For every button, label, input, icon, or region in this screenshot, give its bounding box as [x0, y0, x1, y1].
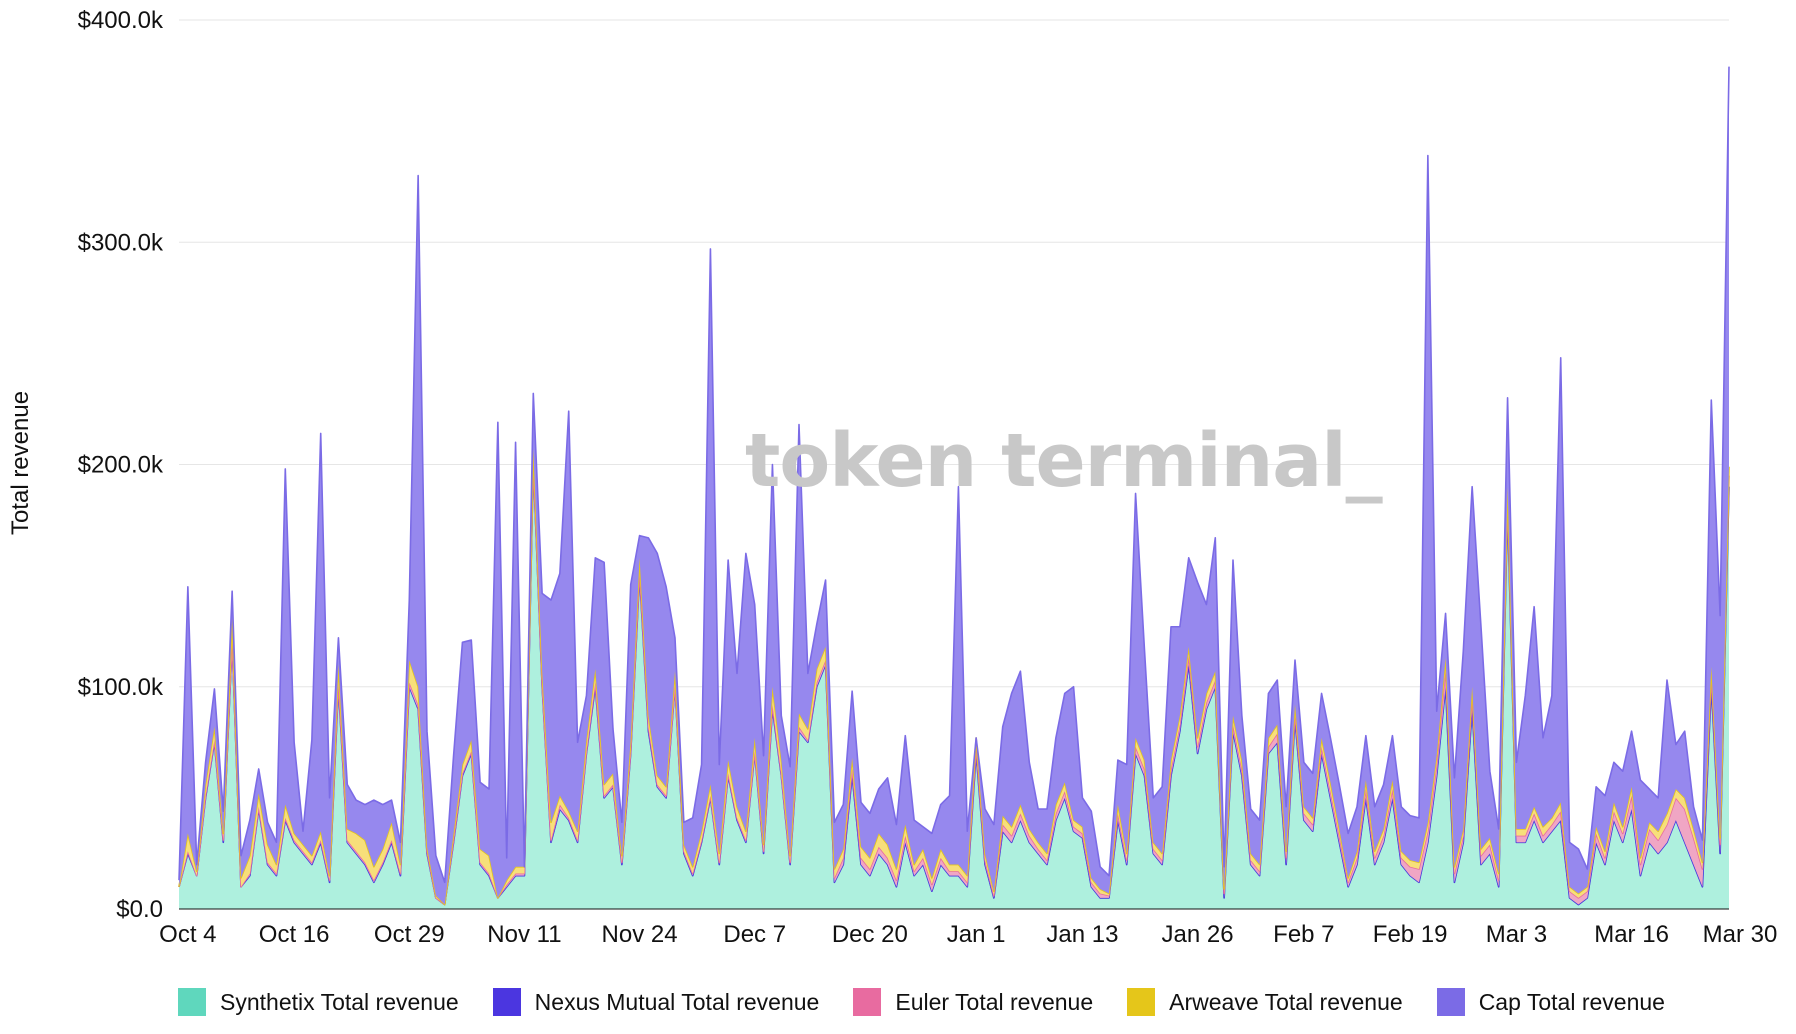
watermark: token terminal_ — [745, 418, 1383, 504]
x-tick-label: Dec 20 — [832, 921, 908, 948]
area-cap-total-revenue — [179, 66, 1729, 905]
x-tick-label: Nov 11 — [487, 921, 561, 948]
y-tick-label: $400.0k — [78, 7, 164, 34]
legend-swatch — [1127, 988, 1156, 1016]
y-tick-label: $200.0k — [78, 452, 164, 479]
x-tick-label: Mar 3 — [1486, 921, 1547, 948]
legend-label: Euler Total revenue — [895, 988, 1094, 1015]
legend-swatch — [492, 988, 521, 1016]
legend-swatch — [1436, 988, 1465, 1016]
legend-item[interactable]: Cap Total revenue — [1436, 988, 1665, 1016]
y-tick-label: $100.0k — [78, 674, 164, 701]
area-synthetix-total-revenue — [179, 464, 1729, 909]
y-axis-label: Total revenue — [7, 391, 34, 535]
y-tick-label: $300.0k — [78, 229, 164, 256]
legend-swatch — [853, 988, 882, 1016]
legend-item[interactable]: Euler Total revenue — [853, 988, 1093, 1016]
x-tick-label: Jan 26 — [1162, 921, 1234, 948]
legend-item[interactable]: Arweave Total revenue — [1127, 988, 1403, 1016]
y-tick-labels: $0.0 $100.0k $200.0k $300.0k $400.0k — [78, 7, 164, 923]
x-tick-label: Feb 19 — [1373, 921, 1448, 948]
line-cap-total-revenue — [178, 66, 1730, 884]
legend-label: Cap Total revenue — [1478, 988, 1665, 1015]
legend: Synthetix Total revenue Nexus Mutual Tota… — [178, 988, 1699, 1016]
x-tick-label: Feb 7 — [1273, 921, 1334, 948]
x-tick-label: Mar 30 — [1703, 921, 1778, 948]
legend-label: Synthetix Total revenue — [220, 988, 459, 1015]
legend-label: Arweave Total revenue — [1169, 988, 1403, 1015]
x-tick-label: Oct 29 — [374, 921, 445, 948]
x-tick-label: Oct 4 — [159, 921, 216, 948]
x-tick-label: Dec 7 — [723, 921, 786, 948]
x-tick-label: Jan 1 — [947, 921, 1006, 948]
x-tick-label: Oct 16 — [259, 921, 330, 948]
x-tick-label: Nov 24 — [602, 921, 678, 948]
x-tick-labels: Oct 4 Oct 16 Oct 29 Nov 11 Nov 24 Dec 7 Dec 20… — [159, 921, 1777, 948]
legend-item[interactable]: Synthetix Total revenue — [178, 988, 459, 1016]
x-tick-label: Jan 13 — [1046, 921, 1118, 948]
y-tick-label: $0.0 — [116, 896, 163, 923]
legend-swatch — [178, 988, 206, 1016]
legend-item[interactable]: Nexus Mutual Total revenue — [492, 988, 820, 1016]
series-areas — [178, 66, 1730, 909]
x-tick-label: Mar 16 — [1594, 921, 1669, 948]
legend-label: Nexus Mutual Total revenue — [534, 988, 820, 1015]
